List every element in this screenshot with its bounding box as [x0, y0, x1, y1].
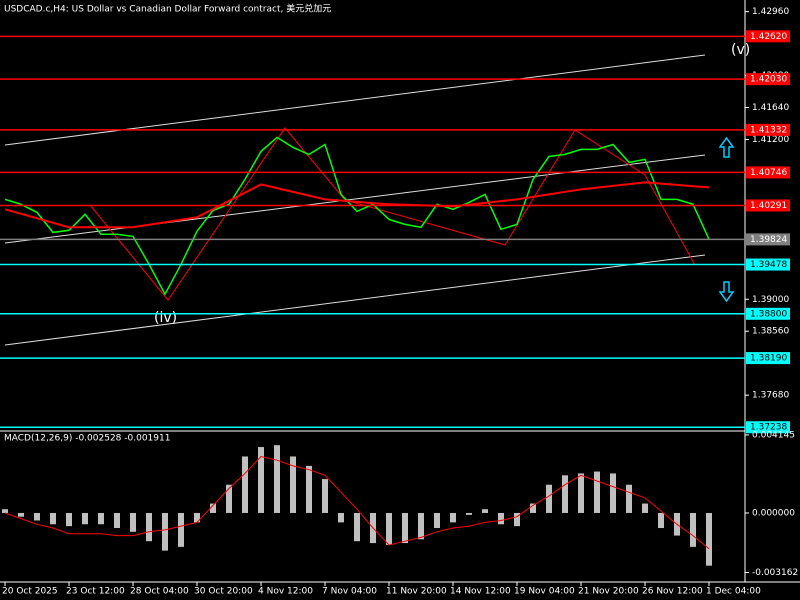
macd-bar	[66, 512, 72, 527]
macd-bar	[610, 473, 616, 513]
level-label-bg	[746, 352, 790, 365]
macd-bar	[322, 479, 328, 513]
arrow-down	[718, 281, 735, 303]
arrow-up	[718, 136, 735, 158]
level-label: 1.42620	[750, 32, 787, 42]
level-label: 1.42030	[750, 75, 787, 85]
macd-bar	[418, 512, 424, 540]
macd-bar	[466, 512, 472, 515]
signal-line	[4, 455, 710, 550]
y-tick-label: 1.41640	[752, 103, 789, 113]
macd-bar	[706, 512, 712, 566]
macd-bar	[562, 475, 568, 513]
price-line	[4, 181, 710, 229]
level-label-bg	[746, 199, 790, 212]
level-label: 1.40291	[750, 201, 787, 211]
y-tick-label: 0.000000	[752, 508, 795, 518]
macd-bar	[18, 512, 24, 517]
macd-bar	[482, 509, 488, 513]
x-tick-label: 4 Nov 12:00	[258, 587, 313, 597]
y-tick-label: 1.41200	[752, 135, 789, 145]
macd-bar	[210, 503, 216, 513]
macd-bar	[98, 512, 104, 525]
y-tick-label: -0.003162	[752, 568, 798, 578]
y-tick-label: 1.42960	[752, 7, 789, 17]
x-tick-label: 26 Nov 12:00	[642, 587, 703, 597]
macd-bar	[178, 512, 184, 547]
wave-label: (iv)	[154, 310, 177, 326]
level-label-bg	[746, 307, 790, 320]
x-tick-label: 20 Oct 2025	[2, 587, 58, 597]
macd-bar	[290, 456, 296, 513]
level-label: 1.37238	[750, 423, 787, 433]
level-label-bg	[746, 258, 790, 271]
macd-bar	[162, 512, 168, 551]
macd-bar	[626, 484, 632, 513]
level-label-bg	[746, 421, 790, 434]
macd-bar	[530, 503, 536, 513]
y-tick-label: 1.39000	[752, 295, 789, 305]
macd-bar	[274, 445, 280, 513]
macd-bar	[114, 512, 120, 529]
macd-bar	[34, 512, 40, 521]
macd-bar	[546, 484, 552, 513]
y-tick-label: 0.004145	[752, 430, 795, 440]
chart-title: USDCAD.c,H4: US Dollar vs Canadian Dolla…	[4, 3, 331, 15]
x-tick-label: 11 Nov 20:00	[386, 587, 447, 597]
macd-bar	[2, 509, 8, 513]
level-label-bg	[746, 30, 790, 43]
level-label: 1.38190	[750, 354, 787, 364]
channel-line	[4, 154, 706, 244]
x-tick-label: 19 Nov 04:00	[514, 587, 575, 597]
x-tick-label: 7 Nov 04:00	[322, 587, 377, 597]
macd-bar	[514, 512, 520, 527]
level-label: 1.41332	[750, 125, 787, 135]
level-label: 1.39478	[750, 260, 787, 270]
x-tick-label: 1 Dec 04:00	[706, 587, 761, 597]
y-tick-label: 1.38560	[752, 327, 789, 337]
macd-bar	[50, 512, 56, 525]
macd-title: MACD(12,26,9) -0.002528 -0.001911	[4, 434, 170, 444]
x-tick-label: 14 Nov 12:00	[450, 587, 511, 597]
level-label-bg	[746, 73, 790, 86]
macd-bar	[242, 456, 248, 513]
y-tick-label: 1.37680	[752, 391, 789, 401]
macd-bar	[194, 512, 200, 523]
macd-bar	[434, 512, 440, 529]
macd-bar	[658, 512, 664, 529]
macd-bar	[498, 512, 504, 525]
macd-bar	[578, 473, 584, 513]
macd-bar	[82, 512, 88, 525]
level-label-bg	[746, 166, 790, 179]
macd-bar	[354, 512, 360, 542]
macd-bar	[402, 512, 408, 544]
level-label-bg	[746, 233, 790, 246]
x-tick-label: 30 Oct 20:00	[194, 587, 253, 597]
level-label: 1.39824	[750, 235, 787, 245]
x-tick-label: 23 Oct 12:00	[66, 587, 125, 597]
macd-bar	[146, 512, 152, 542]
macd-bar	[642, 503, 648, 513]
price-line	[4, 136, 710, 296]
level-label: 1.40746	[750, 168, 787, 178]
channel-line	[4, 254, 706, 346]
macd-bar	[690, 512, 696, 547]
macd-bar	[306, 465, 312, 513]
macd-bar	[338, 512, 344, 523]
macd-bar	[386, 512, 392, 545]
level-label-bg	[746, 123, 790, 136]
macd-bar	[130, 512, 136, 532]
x-tick-label: 28 Oct 04:00	[130, 587, 189, 597]
macd-bar	[258, 447, 264, 513]
level-label: 1.38800	[750, 309, 787, 319]
macd-bar	[450, 512, 456, 523]
macd-bar	[226, 484, 232, 513]
x-tick-label: 21 Nov 20:00	[578, 587, 639, 597]
wave-label: (v)	[731, 42, 750, 58]
macd-bar	[594, 471, 600, 513]
